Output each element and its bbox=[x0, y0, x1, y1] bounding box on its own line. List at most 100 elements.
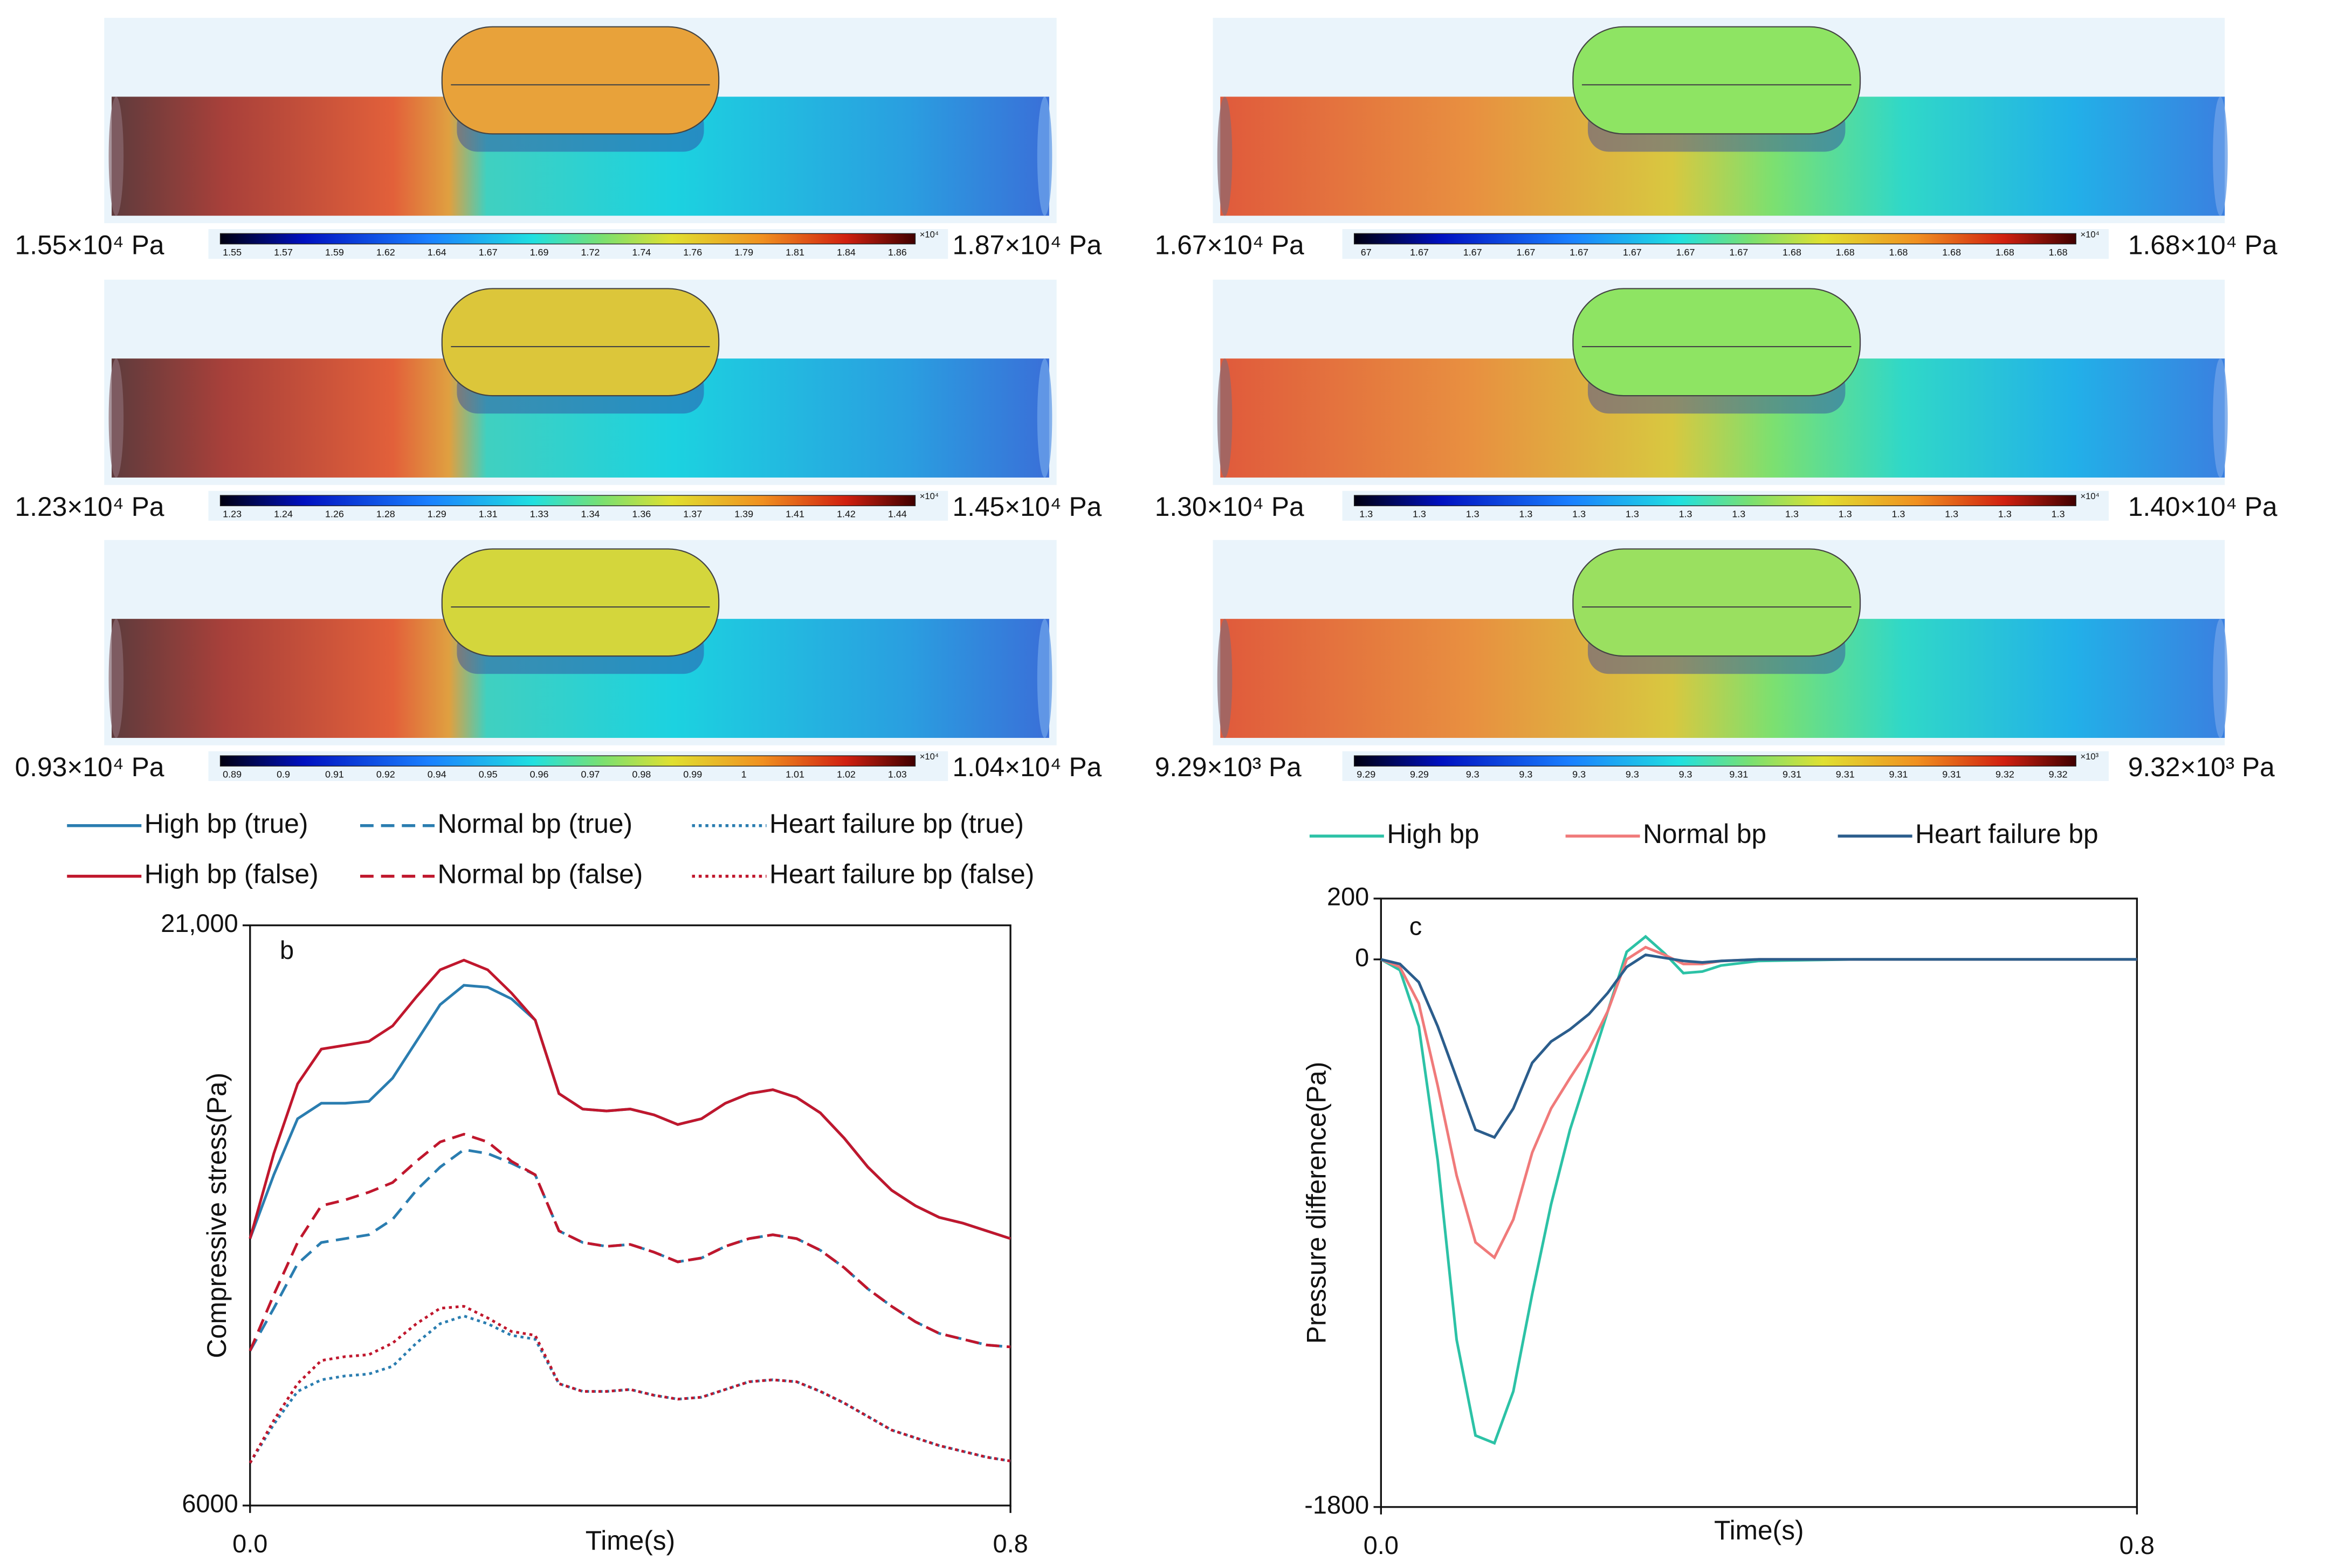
max-label: 1.68×10⁴ Pa bbox=[2128, 230, 2277, 260]
vessel-inlet bbox=[1217, 96, 1233, 216]
colorbar-tick-label: 1.67 bbox=[479, 247, 498, 258]
colorbar-tick-label: 1.3 bbox=[1572, 509, 1586, 520]
colorbar-tick-label: 1.3 bbox=[1466, 509, 1479, 520]
colorbar-tick-label: 1.55 bbox=[223, 247, 242, 258]
colorbar-exponent: ×10⁴ bbox=[920, 229, 939, 239]
colorbar-tick-label: 0.95 bbox=[479, 769, 498, 780]
legend-label: Normal bp (true) bbox=[438, 809, 632, 839]
colorbar-tick-label: 1.67 bbox=[1729, 247, 1748, 258]
colorbar-tick-label: 1.69 bbox=[530, 247, 549, 258]
series-line bbox=[1380, 935, 2137, 1445]
colorbar-tick-label: 1.3 bbox=[1732, 509, 1745, 520]
colorbar-tick-label: 9.29 bbox=[1357, 769, 1375, 780]
colorbar-exponent: ×10⁴ bbox=[920, 751, 939, 762]
colorbar-tick-label: 0.96 bbox=[530, 769, 549, 780]
vessel-outlet bbox=[1037, 96, 1052, 216]
colorbar-tick-label: 1.3 bbox=[1839, 509, 1852, 520]
series-line bbox=[249, 1314, 1011, 1464]
vessel-outlet bbox=[1037, 619, 1052, 738]
colorbar-tick-label: 9.31 bbox=[1836, 769, 1855, 780]
panel-label: b bbox=[280, 936, 294, 964]
colorbar-tick-label: 0.99 bbox=[683, 769, 702, 780]
colorbar-tick-label: 1.02 bbox=[837, 769, 856, 780]
colorbar bbox=[1353, 755, 2076, 767]
colorbar-tick-label: 1.23 bbox=[223, 509, 242, 520]
y-tick-label: -1800 bbox=[1304, 1491, 1369, 1519]
colorbar-tick-label: 1.3 bbox=[1679, 509, 1692, 520]
colorbar-tick-label: 1.3 bbox=[1785, 509, 1799, 520]
colorbar-tick-label: 1 bbox=[741, 769, 747, 780]
colorbar-tick-label: 9.3 bbox=[1626, 769, 1639, 780]
colorbar-tick-label: 1.67 bbox=[1623, 247, 1642, 258]
vessel-inlet bbox=[1217, 619, 1233, 738]
max-label: 1.40×10⁴ Pa bbox=[2128, 492, 2277, 522]
colorbar-tick-label: 1.62 bbox=[376, 247, 395, 258]
x-axis-label: Time(s) bbox=[586, 1525, 675, 1556]
colorbar-tick-label: 1.86 bbox=[888, 247, 907, 258]
colorbar-tick-label: 0.91 bbox=[325, 769, 344, 780]
min-label: 1.67×10⁴ Pa bbox=[1155, 230, 1304, 260]
y-tick-label: 6000 bbox=[182, 1489, 238, 1517]
colorbar-tick-label: 1.67 bbox=[1570, 247, 1588, 258]
capsule bbox=[441, 548, 720, 657]
panel-label: c bbox=[1409, 913, 1422, 941]
colorbar-tick-label: 1.68 bbox=[1783, 247, 1801, 258]
colorbar-tick-label: 1.42 bbox=[837, 509, 856, 520]
colorbar-tick-label: 1.03 bbox=[888, 769, 907, 780]
capsule bbox=[441, 288, 720, 397]
min-label: 0.93×10⁴ Pa bbox=[15, 752, 164, 782]
legend-label: High bp (false) bbox=[144, 859, 319, 889]
x-axis-label: Time(s) bbox=[1714, 1515, 1804, 1545]
colorbar-tick-label: 67 bbox=[1361, 247, 1372, 258]
colorbar-tick-label: 1.3 bbox=[1359, 509, 1373, 520]
colorbar-tick-label: 1.44 bbox=[888, 509, 907, 520]
colorbar-tick-label: 1.3 bbox=[1891, 509, 1905, 520]
colorbar-tick-label: 1.81 bbox=[786, 247, 804, 258]
colorbar-tick-label: 1.68 bbox=[1995, 247, 2014, 258]
vessel-inlet bbox=[108, 358, 124, 478]
colorbar-tick-label: 1.67 bbox=[1410, 247, 1429, 258]
colorbar-tick-label: 1.26 bbox=[325, 509, 344, 520]
legend-label: High bp (true) bbox=[144, 809, 308, 839]
vessel-inlet bbox=[108, 96, 124, 216]
legend-label: Heart failure bp bbox=[1915, 819, 2098, 849]
colorbar-tick-label: 9.31 bbox=[1729, 769, 1748, 780]
vessel-outlet bbox=[1037, 358, 1052, 478]
series-line bbox=[1380, 945, 2137, 1260]
capsule bbox=[1572, 288, 1861, 397]
colorbar-exponent: ×10³ bbox=[2081, 751, 2099, 762]
legend-label: Heart failure bp (false) bbox=[769, 859, 1034, 889]
y-tick-label: 21,000 bbox=[161, 909, 238, 937]
colorbar-tick-label: 1.57 bbox=[274, 247, 293, 258]
max-label: 1.45×10⁴ Pa bbox=[952, 492, 1102, 522]
colorbar bbox=[1353, 495, 2076, 507]
colorbar-tick-label: 1.84 bbox=[837, 247, 856, 258]
max-label: 1.04×10⁴ Pa bbox=[952, 752, 1102, 782]
plot-frame bbox=[1380, 897, 2138, 1508]
colorbar-tick-label: 1.3 bbox=[1998, 509, 2012, 520]
min-label: 1.23×10⁴ Pa bbox=[15, 492, 164, 522]
y-axis-label: Pressure difference(Pa) bbox=[1302, 1062, 1332, 1344]
colorbar-tick-label: 9.31 bbox=[1889, 769, 1908, 780]
y-tick-label: 200 bbox=[1327, 882, 1369, 910]
colorbar-tick-label: 0.97 bbox=[581, 769, 600, 780]
series-line bbox=[249, 1132, 1011, 1352]
colorbar-tick-label: 0.89 bbox=[223, 769, 242, 780]
max-label: 9.32×10³ Pa bbox=[2128, 752, 2275, 782]
max-label: 1.87×10⁴ Pa bbox=[952, 230, 1102, 260]
colorbar-tick-label: 1.24 bbox=[274, 509, 293, 520]
colorbar-tick-label: 1.67 bbox=[1463, 247, 1482, 258]
capsule bbox=[441, 26, 720, 135]
colorbar-tick-label: 1.68 bbox=[1889, 247, 1908, 258]
series-line bbox=[249, 958, 1011, 1240]
colorbar-tick-label: 1.36 bbox=[632, 509, 651, 520]
colorbar-tick-label: 1.33 bbox=[530, 509, 549, 520]
colorbar-tick-label: 1.29 bbox=[428, 509, 446, 520]
legend-label: High bp bbox=[1387, 819, 1479, 849]
colorbar-tick-label: 1.3 bbox=[1413, 509, 1426, 520]
series-line bbox=[249, 1304, 1011, 1464]
capsule bbox=[1572, 26, 1861, 135]
colorbar-tick-label: 9.3 bbox=[1572, 769, 1586, 780]
colorbar-tick-label: 1.64 bbox=[428, 247, 446, 258]
colorbar-tick-label: 9.3 bbox=[1679, 769, 1692, 780]
